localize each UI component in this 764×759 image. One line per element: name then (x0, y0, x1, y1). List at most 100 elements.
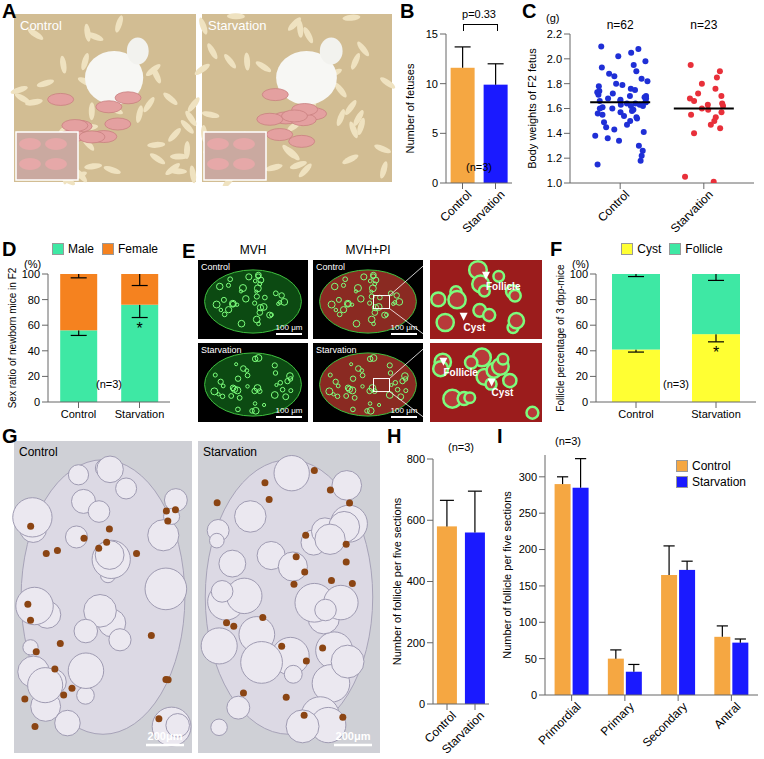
svg-text:Number of follicle per five se: Number of follicle per five sections (501, 491, 513, 659)
svg-text:400: 400 (407, 575, 425, 587)
svg-text:Starvation: Starvation (439, 708, 487, 756)
svg-text:100 μm: 100 μm (391, 323, 418, 332)
svg-text:Control: Control (316, 262, 345, 272)
svg-text:n=62: n=62 (607, 18, 634, 32)
svg-text:100: 100 (519, 616, 537, 628)
svg-text:5: 5 (432, 127, 438, 139)
html-text:Control: Control (692, 459, 731, 473)
html-text:H: H (387, 425, 402, 447)
html-text:(n=3): (n=3) (663, 378, 689, 390)
svg-text:0: 0 (531, 689, 537, 701)
svg-text:15: 15 (426, 28, 438, 40)
svg-text:Follicle percentage of 3 dpp-m: Follicle percentage of 3 dpp-mice (555, 264, 566, 412)
html-text:G: G (2, 425, 18, 447)
html-text:A: A (2, 0, 17, 22)
svg-text:150: 150 (519, 580, 537, 592)
svg-text:Control: Control (20, 18, 62, 33)
html-text:(n=3): (n=3) (466, 161, 492, 173)
svg-text:0: 0 (34, 396, 40, 408)
svg-text:Follicle: Follicle (443, 367, 478, 378)
svg-text:200: 200 (407, 637, 425, 649)
svg-text:200μm: 200μm (148, 730, 183, 742)
html-text:(g): (g) (546, 12, 560, 24)
svg-text:Antral: Antral (711, 699, 743, 731)
svg-text:Starvation: Starvation (201, 345, 242, 355)
svg-text:60: 60 (28, 319, 40, 331)
svg-text:600: 600 (407, 514, 425, 526)
svg-text:1.6: 1.6 (547, 102, 562, 114)
html-text:D: D (2, 238, 17, 260)
svg-text:80: 80 (28, 294, 40, 306)
html-text:Starvation: Starvation (692, 475, 746, 489)
html-text:Follicle: Follicle (685, 242, 723, 256)
svg-text:0: 0 (432, 177, 438, 189)
svg-text:Number of follicle per five se: Number of follicle per five sections (391, 497, 403, 665)
svg-text:Starvation: Starvation (316, 345, 357, 355)
svg-text:100 μm: 100 μm (391, 406, 418, 415)
svg-text:60: 60 (576, 319, 588, 331)
svg-text:100: 100 (21, 267, 40, 280)
svg-text:40: 40 (28, 345, 40, 357)
svg-text:1.0: 1.0 (547, 177, 562, 189)
svg-text:Starvation: Starvation (208, 18, 267, 33)
svg-text:1.8: 1.8 (547, 78, 562, 90)
svg-text:2.2: 2.2 (547, 28, 562, 40)
html-text:(n=3): (n=3) (96, 378, 122, 390)
svg-text:Primary: Primary (598, 699, 637, 738)
svg-text:2.0: 2.0 (547, 53, 562, 65)
svg-text:*: * (713, 344, 719, 361)
svg-text:20: 20 (576, 370, 588, 382)
svg-text:Secondary: Secondary (640, 699, 690, 749)
svg-text:Control: Control (201, 262, 230, 272)
svg-text:Control: Control (421, 708, 459, 746)
svg-text:Control: Control (618, 408, 653, 420)
svg-text:MVH+PI: MVH+PI (345, 243, 390, 257)
svg-text:Starvation: Starvation (668, 187, 716, 235)
html-text:(n=3): (n=3) (448, 441, 474, 453)
svg-text:10: 10 (426, 78, 438, 90)
html-text:C: C (522, 0, 537, 22)
html-text:p=0.33: p=0.33 (462, 8, 496, 20)
svg-text:Starvation: Starvation (115, 408, 165, 420)
svg-text:300: 300 (519, 471, 537, 483)
svg-text:800: 800 (407, 453, 425, 465)
html-text:(n=3): (n=3) (555, 435, 581, 447)
html-text:Cyst: Cyst (637, 242, 662, 256)
svg-text:50: 50 (525, 653, 537, 665)
svg-text:100 μm: 100 μm (276, 323, 303, 332)
svg-text:Primordial: Primordial (536, 699, 584, 747)
svg-text:200: 200 (519, 543, 537, 555)
svg-text:Number of fetuses: Number of fetuses (404, 63, 416, 153)
svg-text:MVH: MVH (240, 243, 267, 257)
svg-text:0: 0 (419, 698, 425, 710)
svg-text:Cyst: Cyst (464, 322, 486, 333)
svg-text:n=23: n=23 (690, 18, 717, 32)
html-text:E: E (182, 240, 196, 262)
svg-text:Follicle: Follicle (486, 281, 521, 292)
svg-text:Body weights of F2 fetus: Body weights of F2 fetus (526, 48, 538, 169)
svg-text:100 μm: 100 μm (276, 406, 303, 415)
svg-text:*: * (137, 320, 143, 337)
svg-text:Starvation: Starvation (203, 445, 257, 459)
html-text:F: F (550, 238, 563, 260)
svg-text:Starvation: Starvation (691, 408, 741, 420)
html-text:Male: Male (68, 242, 94, 256)
svg-text:0: 0 (582, 396, 588, 408)
svg-text:20: 20 (28, 370, 40, 382)
svg-text:Control: Control (437, 187, 475, 225)
svg-text:40: 40 (576, 345, 588, 357)
svg-text:Control: Control (595, 187, 632, 224)
html-text:Female: Female (118, 242, 158, 256)
svg-text:250: 250 (519, 507, 537, 519)
svg-text:1.2: 1.2 (547, 152, 562, 164)
html-text:B: B (400, 0, 415, 22)
svg-text:Control: Control (61, 408, 96, 420)
svg-text:100: 100 (569, 267, 588, 280)
svg-text:Sex ratio of newborn mice in F: Sex ratio of newborn mice in F2 (7, 267, 18, 408)
svg-text:Starvation: Starvation (459, 187, 507, 235)
svg-text:80: 80 (576, 294, 588, 306)
svg-text:Cyst: Cyst (492, 387, 514, 398)
svg-text:200μm: 200μm (336, 730, 371, 742)
svg-text:1.4: 1.4 (547, 127, 562, 139)
svg-text:Control: Control (19, 445, 58, 459)
